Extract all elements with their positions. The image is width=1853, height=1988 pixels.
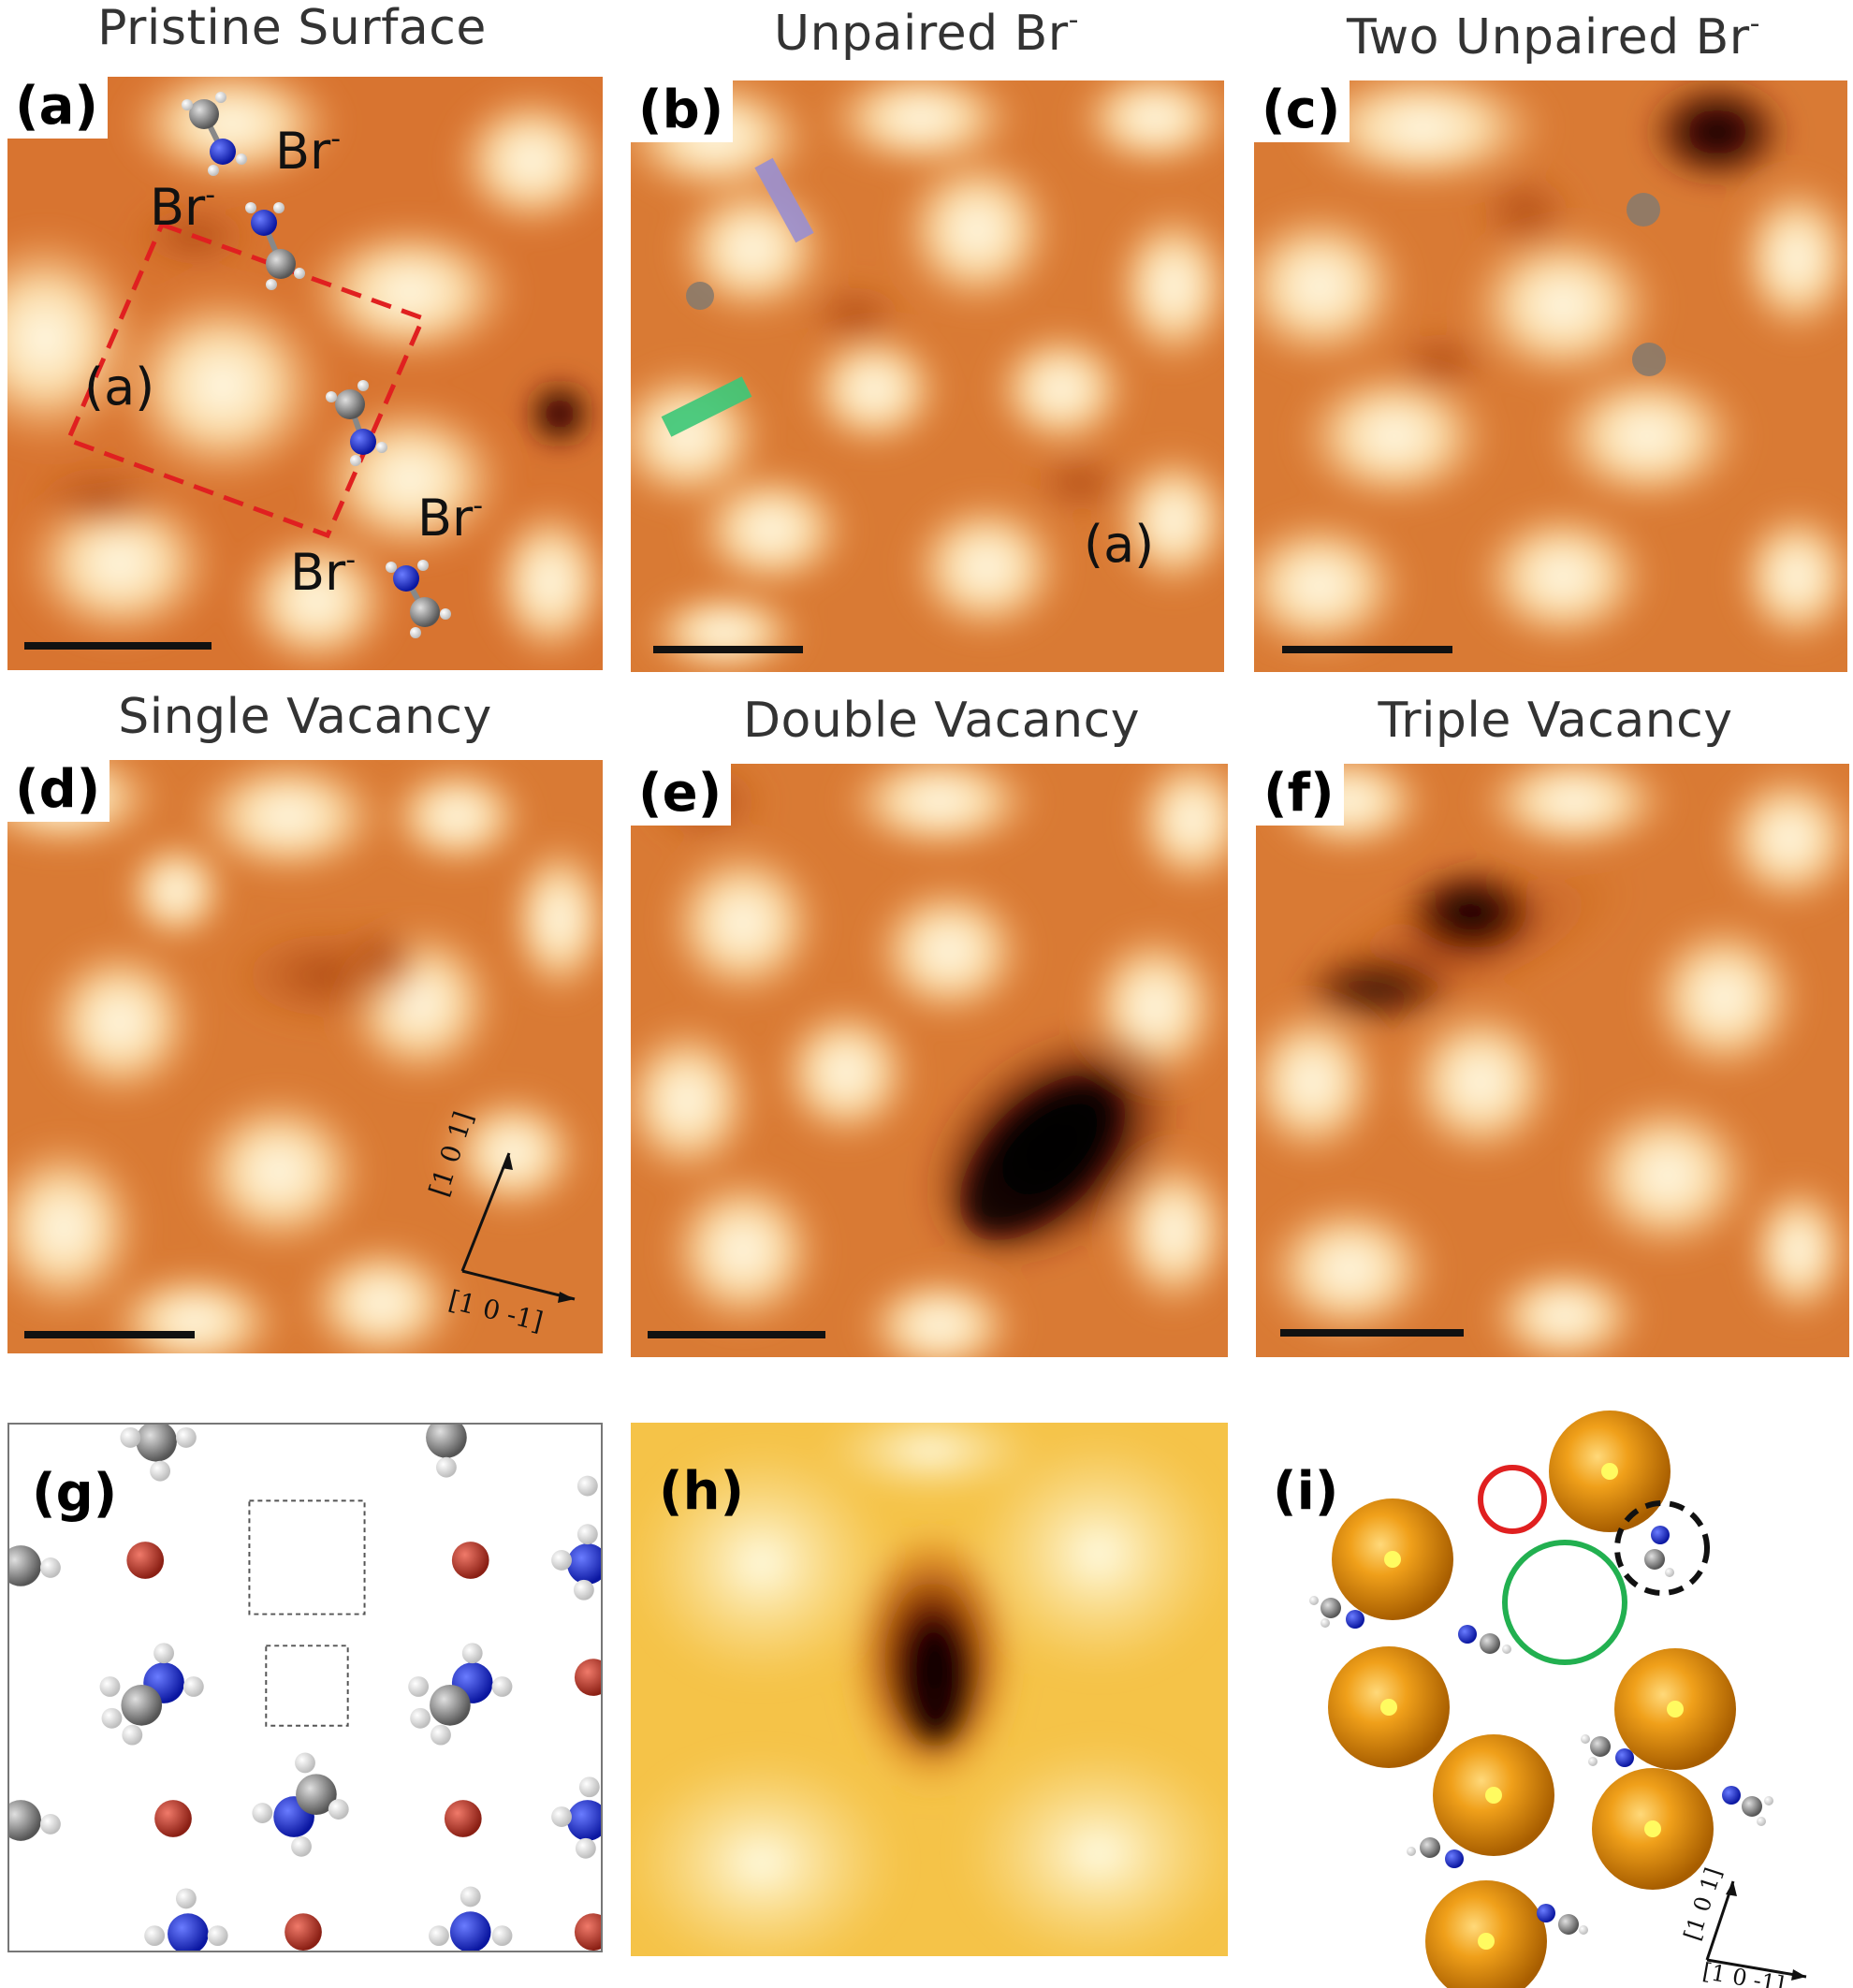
unit-cell-label: (a) bbox=[84, 358, 155, 417]
panel-label-b: (b) bbox=[631, 80, 734, 142]
panel-d-stm-image: [1 0 1] [1 0 -1] (d) bbox=[7, 760, 603, 1353]
methylammonium-molecule bbox=[120, 1425, 197, 1482]
panel-label-d: (d) bbox=[7, 760, 110, 822]
vacancy-site-box bbox=[265, 1644, 349, 1727]
methylammonium-molecule bbox=[1407, 1837, 1464, 1868]
green-vacancy-marker bbox=[1502, 1540, 1627, 1665]
panel-label-a: (a) bbox=[7, 77, 108, 139]
title-pristine-surface: Pristine Surface bbox=[97, 0, 487, 56]
methylammonium-molecule bbox=[1458, 1625, 1511, 1654]
panel-i-sphere-model: [1 0 1] [1 0 -1] (i) bbox=[1256, 1395, 1849, 1988]
crystal-direction-axes bbox=[460, 1152, 576, 1303]
dashed-molecule-marker bbox=[1614, 1500, 1710, 1596]
methylammonium-molecule bbox=[1722, 1786, 1773, 1826]
unit-cell-outline bbox=[65, 221, 427, 539]
panel-label-e: (e) bbox=[631, 764, 732, 826]
title-single-vacancy: Single Vacancy bbox=[118, 689, 492, 745]
panel-g-atomic-model: (g) bbox=[7, 1423, 603, 1952]
methylammonium-molecule bbox=[1581, 1734, 1634, 1767]
green-marker-bar bbox=[661, 376, 752, 437]
title-triple-vacancy: Triple Vacancy bbox=[1378, 693, 1733, 749]
bromide-atoms bbox=[126, 1542, 601, 1951]
methylammonium-molecule bbox=[1309, 1596, 1364, 1629]
panel-label-i: (i) bbox=[1273, 1461, 1339, 1522]
methylammonium-molecule bbox=[9, 1545, 61, 1841]
panel-label-g: (g) bbox=[32, 1463, 118, 1524]
methylammonium-molecule bbox=[426, 1425, 467, 1478]
scale-bar bbox=[24, 642, 212, 650]
methylammonium-molecule bbox=[326, 380, 387, 466]
methylammonium-molecule bbox=[1644, 1526, 1674, 1577]
panel-f-stm-image: (f) bbox=[1256, 764, 1849, 1357]
vacancy-site-box bbox=[248, 1499, 366, 1615]
br-ion-label: Br- bbox=[150, 178, 216, 237]
br-ion-label: Br- bbox=[417, 489, 484, 548]
unpaired-br-marker bbox=[1632, 343, 1666, 376]
scale-bar bbox=[653, 646, 803, 653]
crystal-direction-axes bbox=[1705, 1880, 1807, 1981]
unpaired-br-marker bbox=[686, 282, 714, 310]
methylammonium-molecule bbox=[429, 1886, 513, 1951]
methylammonium-molecule bbox=[386, 560, 451, 638]
panel-a-stm-image: (a) Br- Br- Br- Br- (a) bbox=[7, 77, 603, 670]
panel-c-stm-image: (c) bbox=[1254, 80, 1847, 672]
panel-h-simulated-image: (h) bbox=[631, 1423, 1228, 1956]
red-vacancy-marker bbox=[1478, 1465, 1547, 1534]
unpaired-br-marker bbox=[1627, 193, 1660, 227]
panel-b-stm-image: (b) (a) bbox=[631, 80, 1224, 672]
unit-cell-label: (a) bbox=[1084, 515, 1155, 574]
methylammonium-molecule bbox=[144, 1888, 228, 1951]
title-double-vacancy: Double Vacancy bbox=[743, 693, 1140, 749]
methylammonium-molecule bbox=[245, 202, 305, 290]
br-ion-label: Br- bbox=[275, 122, 342, 181]
scale-bar bbox=[1282, 646, 1452, 653]
panel-label-f: (f) bbox=[1256, 764, 1344, 826]
panel-label-h: (h) bbox=[659, 1461, 745, 1522]
methylammonium-molecule bbox=[1537, 1904, 1588, 1935]
br-ion-label: Br- bbox=[290, 543, 357, 602]
scale-bar bbox=[24, 1331, 195, 1338]
scale-bar bbox=[648, 1331, 825, 1338]
title-unpaired-br: Unpaired Br- bbox=[774, 4, 1079, 62]
scale-bar bbox=[1280, 1329, 1464, 1337]
panel-e-stm-image: (e) bbox=[631, 764, 1228, 1357]
methylammonium-molecule bbox=[182, 92, 247, 176]
methylammonium-molecule bbox=[99, 1643, 204, 1746]
methylammonium-molecule bbox=[252, 1752, 349, 1857]
purple-marker-bar bbox=[754, 157, 814, 243]
methylammonium-molecule bbox=[551, 1475, 601, 1859]
methylammonium-molecule bbox=[408, 1643, 513, 1746]
title-two-unpaired-br: Two Unpaired Br- bbox=[1346, 7, 1761, 66]
panel-label-c: (c) bbox=[1254, 80, 1350, 142]
